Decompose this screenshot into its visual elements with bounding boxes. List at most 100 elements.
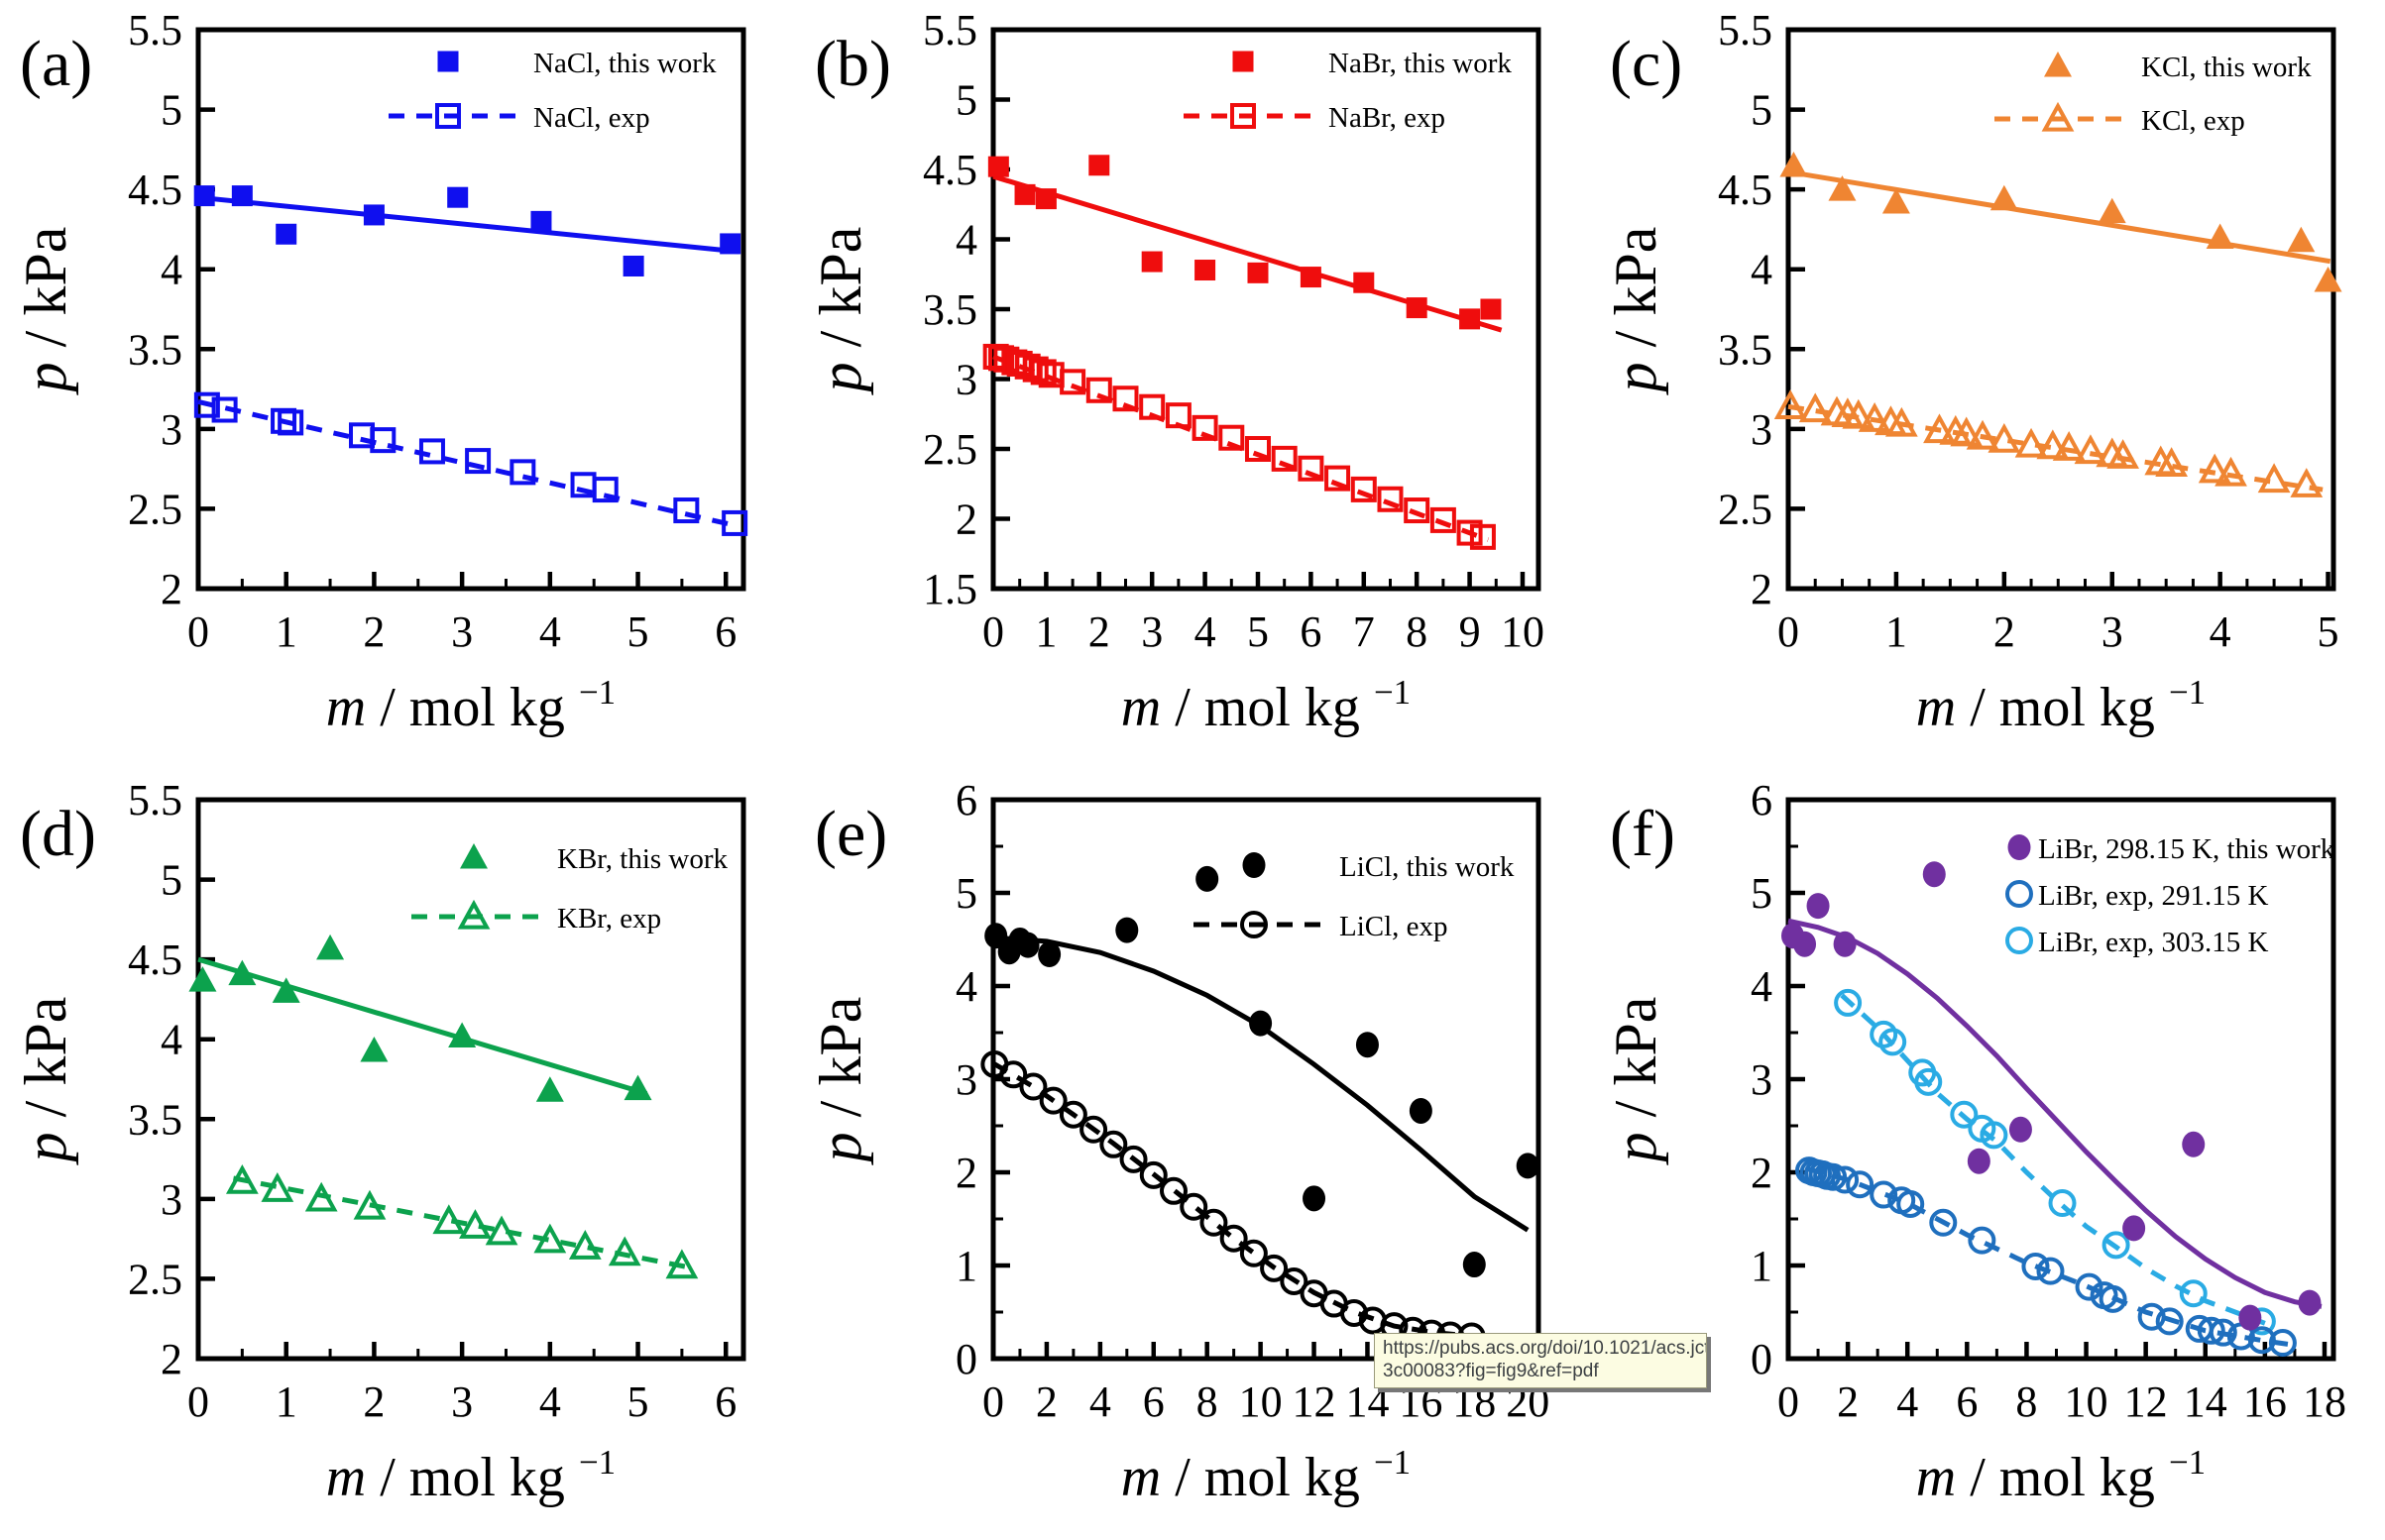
svg-text:5: 5 (1751, 869, 1772, 918)
svg-text:3: 3 (1751, 405, 1772, 454)
svg-text:12: 12 (1293, 1377, 1336, 1426)
tick-labels-c: 0 1 2 3 4 5 2 2.5 3 3.5 4 4.5 5 5.5 (1718, 6, 2339, 656)
svg-text:10: 10 (1501, 607, 1544, 656)
svg-text:3: 3 (451, 607, 473, 656)
svg-text:4: 4 (161, 246, 182, 294)
svg-text:2.5: 2.5 (128, 485, 182, 533)
svg-text:NaCl, this work: NaCl, this work (533, 48, 717, 79)
svg-text:5: 5 (627, 607, 649, 656)
svg-text:4: 4 (1751, 246, 1772, 294)
svg-text:KCl, exp: KCl, exp (2141, 105, 2245, 137)
svg-text:KBr, this work: KBr, this work (557, 843, 729, 875)
svg-text:LiCl, exp: LiCl, exp (1339, 911, 1448, 942)
link-preview-line2: 3c00083?fig=fig9&ref=pdf (1383, 1361, 1599, 1381)
series-c-0 (1779, 151, 2342, 292)
svg-text:2: 2 (363, 607, 385, 656)
svg-text:3.5: 3.5 (1718, 325, 1772, 374)
svg-text:3: 3 (1141, 607, 1163, 656)
panel-label-b: (b) (815, 28, 891, 100)
plot-border-d (195, 797, 746, 1362)
trend-line-a-0 (197, 194, 739, 255)
svg-text:KBr, exp: KBr, exp (557, 903, 661, 935)
tick-labels-d: 0 1 2 3 4 5 6 2 2.5 3 3.5 4 4.5 5 5.5 (128, 776, 737, 1426)
svg-text:1.5: 1.5 (923, 565, 977, 613)
y-axis-label-d: p / kPa (13, 997, 78, 1166)
svg-text:4: 4 (539, 1377, 561, 1426)
trend-line-d-0 (197, 956, 648, 1096)
x-ticks-a (195, 572, 729, 589)
trend-line-e-0 (992, 935, 1530, 1233)
svg-text:6: 6 (715, 607, 737, 656)
svg-text:5: 5 (627, 1377, 649, 1426)
panel-c-kcl: 0 1 2 3 4 5 2 2.5 3 3.5 4 4.5 5 5.5 KCl, this work KCl,… (1590, 0, 2385, 770)
tick-labels-a: 0 1 2 3 4 5 6 2 2.5 3 3.5 4 4.5 5 5.5 (128, 6, 737, 656)
panel-label-f: (f) (1610, 798, 1675, 870)
panel-a-nacl: 0 1 2 3 4 5 6 2 2.5 3 3.5 4 4.5 5 5.5 NaCl, this work Na… (0, 0, 795, 770)
x-ticks-d (195, 1342, 729, 1359)
svg-text:12: 12 (2124, 1377, 2168, 1426)
svg-text:5.5: 5.5 (128, 776, 182, 825)
svg-text:2: 2 (363, 1377, 385, 1426)
svg-text:NaCl, exp: NaCl, exp (533, 102, 650, 134)
panel-label-e: (e) (815, 798, 887, 870)
svg-text:LiBr, exp, 303.15 K: LiBr, exp, 303.15 K (2038, 927, 2268, 958)
panel-label-c: (c) (1610, 28, 1682, 100)
svg-text:2: 2 (1993, 607, 2015, 656)
svg-text:8: 8 (2015, 1377, 2037, 1426)
link-preview-line1: https://pubs.acs.org/doi/10.1021/acs.jct… (1383, 1338, 1707, 1359)
svg-text:2: 2 (956, 1149, 977, 1197)
svg-text:3: 3 (956, 356, 977, 404)
svg-text:3: 3 (2101, 607, 2123, 656)
svg-text:4.5: 4.5 (128, 935, 182, 984)
svg-text:4.5: 4.5 (1718, 165, 1772, 214)
svg-text:3.5: 3.5 (128, 1095, 182, 1144)
svg-text:1: 1 (276, 607, 297, 656)
tick-labels-b: 0 1 2 3 4 5 6 7 8 9 101.522.533.544.555.5 (923, 6, 1544, 656)
series-f-0 (1834, 988, 2276, 1336)
svg-text:14: 14 (2184, 1377, 2227, 1426)
x-axis-label-d: m / mol kg −1 (326, 1443, 616, 1508)
svg-text:0: 0 (982, 607, 1004, 656)
x-axis-label-c: m / mol kg −1 (1916, 673, 2206, 738)
panel-f-libr: 0 2 4 6 8 10 12 14 16 18 0 1 2 3 4 5 6 LiBr, 298.15 K, th… (1590, 770, 2385, 1540)
svg-text:2: 2 (956, 495, 977, 544)
series-a-1 (193, 391, 748, 536)
y-axis-label-a: p / kPa (13, 227, 78, 396)
svg-text:0: 0 (1751, 1335, 1772, 1383)
svg-text:2: 2 (1088, 607, 1110, 656)
svg-text:3: 3 (161, 1175, 182, 1224)
y-axis-label-f: p / kPa (1603, 997, 1668, 1166)
x-ticks-f (1785, 1342, 2328, 1359)
svg-text:2: 2 (1837, 1377, 1859, 1426)
svg-text:0: 0 (982, 1377, 1004, 1426)
svg-text:5: 5 (1751, 86, 1772, 135)
svg-text:1: 1 (276, 1377, 297, 1426)
series-b-1 (982, 343, 1496, 550)
svg-text:18: 18 (2303, 1377, 2346, 1426)
svg-text:5: 5 (956, 76, 977, 125)
svg-text:4: 4 (1089, 1377, 1111, 1426)
svg-text:2: 2 (1036, 1377, 1058, 1426)
panel-label-a: (a) (20, 28, 92, 100)
plot-border-a (195, 27, 746, 592)
svg-text:3.5: 3.5 (128, 325, 182, 374)
svg-text:5: 5 (161, 856, 182, 905)
legend-d: KBr, this work KBr, exp (411, 843, 729, 935)
svg-text:2: 2 (161, 565, 182, 613)
svg-text:3: 3 (161, 405, 182, 454)
svg-text:1: 1 (956, 1242, 977, 1290)
svg-text:0: 0 (1777, 1377, 1799, 1426)
svg-text:9: 9 (1459, 607, 1481, 656)
legend-a: NaCl, this work NaCl, exp (389, 48, 717, 134)
x-ticks-b (990, 572, 1526, 589)
panel-label-d: (d) (20, 798, 96, 870)
y-ticks-d (198, 797, 215, 1362)
svg-text:8: 8 (1406, 607, 1427, 656)
x-axis-label-f: m / mol kg −1 (1916, 1443, 2206, 1508)
y-axis-label-c: p / kPa (1603, 227, 1668, 396)
